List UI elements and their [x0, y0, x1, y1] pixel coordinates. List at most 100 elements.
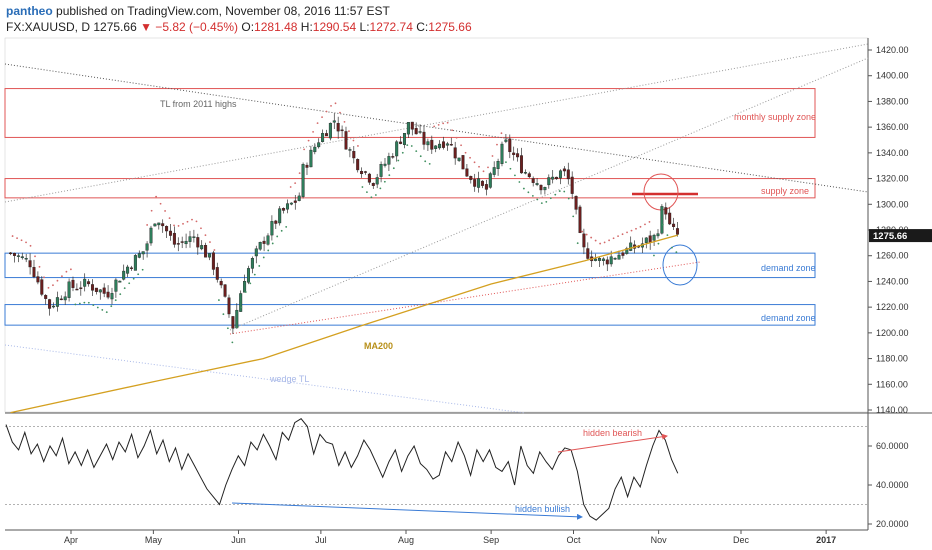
candle-138	[547, 177, 551, 186]
candle-154	[609, 256, 613, 265]
candle-30	[126, 266, 130, 274]
psar-dot-30	[146, 224, 149, 226]
time-tick-label-2: Jun	[231, 535, 246, 545]
candle-79	[317, 142, 321, 148]
psar-dot-132	[603, 241, 606, 244]
candle-110	[438, 143, 442, 149]
candle-0	[9, 252, 13, 255]
psar-dot-49	[231, 341, 234, 344]
candle-145	[574, 195, 578, 210]
candle-33	[137, 253, 141, 258]
author-link[interactable]: pantheo	[6, 4, 53, 18]
candle-151	[597, 257, 601, 261]
candle-25	[106, 291, 110, 298]
psar-dot-10	[56, 279, 59, 282]
psar-dot-92	[424, 160, 427, 163]
psar-dot-28	[137, 273, 140, 276]
candle-127	[504, 139, 508, 142]
open-value: 1281.48	[254, 20, 298, 34]
psar-dot-89	[410, 145, 413, 147]
candle-60	[243, 281, 247, 293]
low-value: 1272.74	[369, 20, 413, 34]
psar-dot-138	[630, 229, 633, 232]
psar-dot-127	[581, 230, 584, 233]
psar-dot-146	[666, 234, 669, 236]
psar-dot-80	[370, 196, 373, 199]
candle-83	[332, 120, 336, 123]
candle-46	[188, 236, 192, 242]
psar-dot-59	[276, 235, 279, 238]
candle-134	[531, 178, 535, 183]
candle-94	[375, 177, 379, 185]
osc-tick-label-1: 40.0000	[876, 480, 909, 490]
candle-53	[215, 267, 219, 280]
candle-80	[321, 133, 325, 142]
psar-dot-5	[34, 255, 36, 258]
psar-dot-69	[321, 116, 323, 119]
psar-dot-144	[657, 242, 660, 245]
price-tick-label-9: 1240.00	[876, 276, 909, 286]
publisher-line: pantheo published on TradingView.com, No…	[6, 3, 472, 19]
time-tick-label-7: Nov	[651, 535, 668, 545]
candle-13	[59, 298, 63, 301]
candle-77	[309, 149, 313, 168]
last-price: 1275.66	[93, 20, 137, 34]
psar-dot-29	[141, 268, 144, 271]
psar-dot-19	[96, 306, 99, 309]
candle-61	[246, 268, 250, 283]
psar-dot-131	[599, 242, 602, 245]
candle-9	[44, 295, 48, 299]
time-tick-label-8: Dec	[733, 535, 750, 545]
candle-22	[94, 287, 98, 292]
candle-164	[648, 235, 652, 243]
candle-140	[555, 176, 559, 180]
candle-166	[656, 233, 660, 237]
psar-dot-17	[87, 301, 90, 304]
candle-73	[293, 200, 297, 203]
candle-12	[55, 297, 59, 307]
psar-dot-108	[496, 143, 498, 146]
price-change: ▼ −5.82 (−0.45%)	[140, 20, 239, 34]
candle-27	[114, 279, 118, 292]
supply-highlight-circle	[643, 173, 679, 211]
demand-zone-label-lower: demand zone	[761, 313, 816, 323]
price-tick-label-5: 1320.00	[876, 174, 909, 184]
candle-144	[570, 176, 574, 194]
psar-dot-101	[464, 151, 467, 154]
zone-box-0	[4, 88, 816, 138]
psar-dot-68	[316, 122, 319, 124]
psar-dot-83	[383, 180, 386, 183]
candle-16	[71, 279, 75, 288]
psar-dot-109	[500, 132, 503, 135]
candle-92	[367, 173, 371, 183]
psar-dot-75	[348, 130, 350, 133]
channel-upper-line	[4, 43, 869, 203]
psar-dot-26	[128, 282, 131, 285]
psar-dot-136	[621, 233, 624, 236]
psar-dot-65	[303, 148, 306, 151]
candle-139	[551, 176, 555, 180]
last-price-label: 1275.66	[873, 231, 907, 242]
candle-170	[672, 223, 676, 227]
symbol-label[interactable]: FX:XAUUSD, D	[6, 20, 91, 34]
psar-dot-111	[509, 167, 512, 170]
candle-126	[500, 143, 504, 164]
psar-dot-35	[168, 217, 171, 220]
psar-dot-72	[334, 102, 337, 105]
candle-163	[644, 237, 648, 243]
price-tick-label-13: 1160.00	[876, 379, 908, 389]
candle-34	[141, 251, 145, 255]
psar-dot-16	[83, 301, 86, 304]
candle-93	[371, 183, 375, 186]
time-tick-label-6: Oct	[566, 535, 581, 545]
psar-dot-40	[191, 218, 193, 221]
psar-dot-73	[339, 111, 341, 114]
psar-dot-124	[567, 197, 570, 200]
psar-dot-110	[505, 161, 507, 164]
psar-dot-67	[312, 130, 314, 133]
candle-66	[266, 235, 270, 245]
candle-19	[83, 278, 87, 287]
candle-115	[457, 157, 461, 161]
psar-dot-14	[74, 303, 77, 306]
